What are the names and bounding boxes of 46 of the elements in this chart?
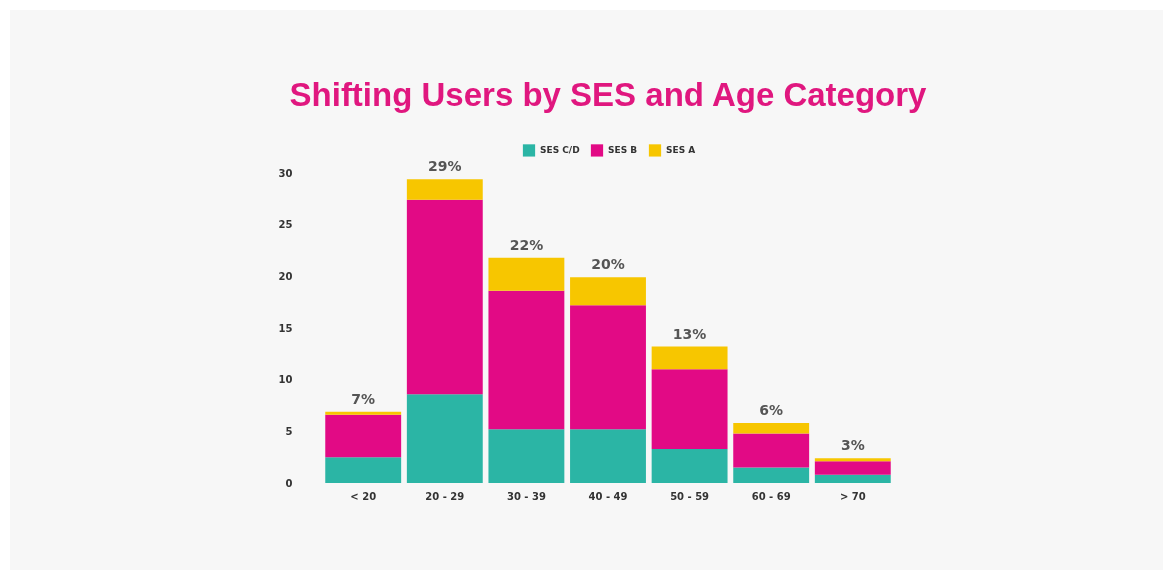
y-tick-label: 5 <box>285 425 293 437</box>
legend-label: SES C/D <box>540 145 580 156</box>
bar <box>488 429 565 483</box>
bar <box>733 433 810 468</box>
bar <box>814 461 891 475</box>
bar <box>651 346 728 370</box>
total-label: 7% <box>351 390 376 407</box>
legend-label: SES A <box>666 145 696 156</box>
bar <box>733 423 810 434</box>
bar <box>406 199 483 395</box>
bar <box>488 257 565 291</box>
bar <box>488 290 565 430</box>
x-tick-label: > 70 <box>839 490 866 502</box>
bar <box>570 305 646 430</box>
y-tick-label: 30 <box>278 167 293 179</box>
bar <box>406 394 483 483</box>
bar <box>325 457 402 483</box>
bar <box>325 414 402 458</box>
x-tick-label: 30 - 39 <box>506 490 546 502</box>
x-tick-label: 40 - 49 <box>588 490 628 502</box>
bar <box>651 369 728 449</box>
bar <box>651 448 728 483</box>
total-label: 6% <box>759 402 784 419</box>
total-label: 13% <box>672 325 707 342</box>
y-tick-label: 0 <box>285 477 293 489</box>
total-label: 3% <box>840 437 865 454</box>
y-tick-label: 25 <box>278 219 293 231</box>
x-tick-label: 50 - 59 <box>670 490 710 502</box>
legend-label: SES B <box>608 145 638 156</box>
total-label: 20% <box>591 256 625 273</box>
bar <box>406 179 483 200</box>
total-label: 29% <box>428 158 462 175</box>
chart-title: Shifting Users by SES and Age Category <box>289 76 928 113</box>
y-tick-label: 15 <box>278 322 293 334</box>
x-tick-label: < 20 <box>350 490 377 502</box>
total-label: 22% <box>509 236 544 253</box>
bar <box>814 474 891 483</box>
x-tick-label: 60 - 69 <box>751 490 791 502</box>
bar <box>814 458 891 462</box>
x-tick-label: 20 - 29 <box>425 490 465 502</box>
bar <box>325 411 402 415</box>
bar <box>733 467 810 483</box>
bar <box>570 429 646 483</box>
y-tick-label: 20 <box>278 270 293 282</box>
bar <box>570 277 646 306</box>
y-tick-label: 10 <box>278 374 293 386</box>
